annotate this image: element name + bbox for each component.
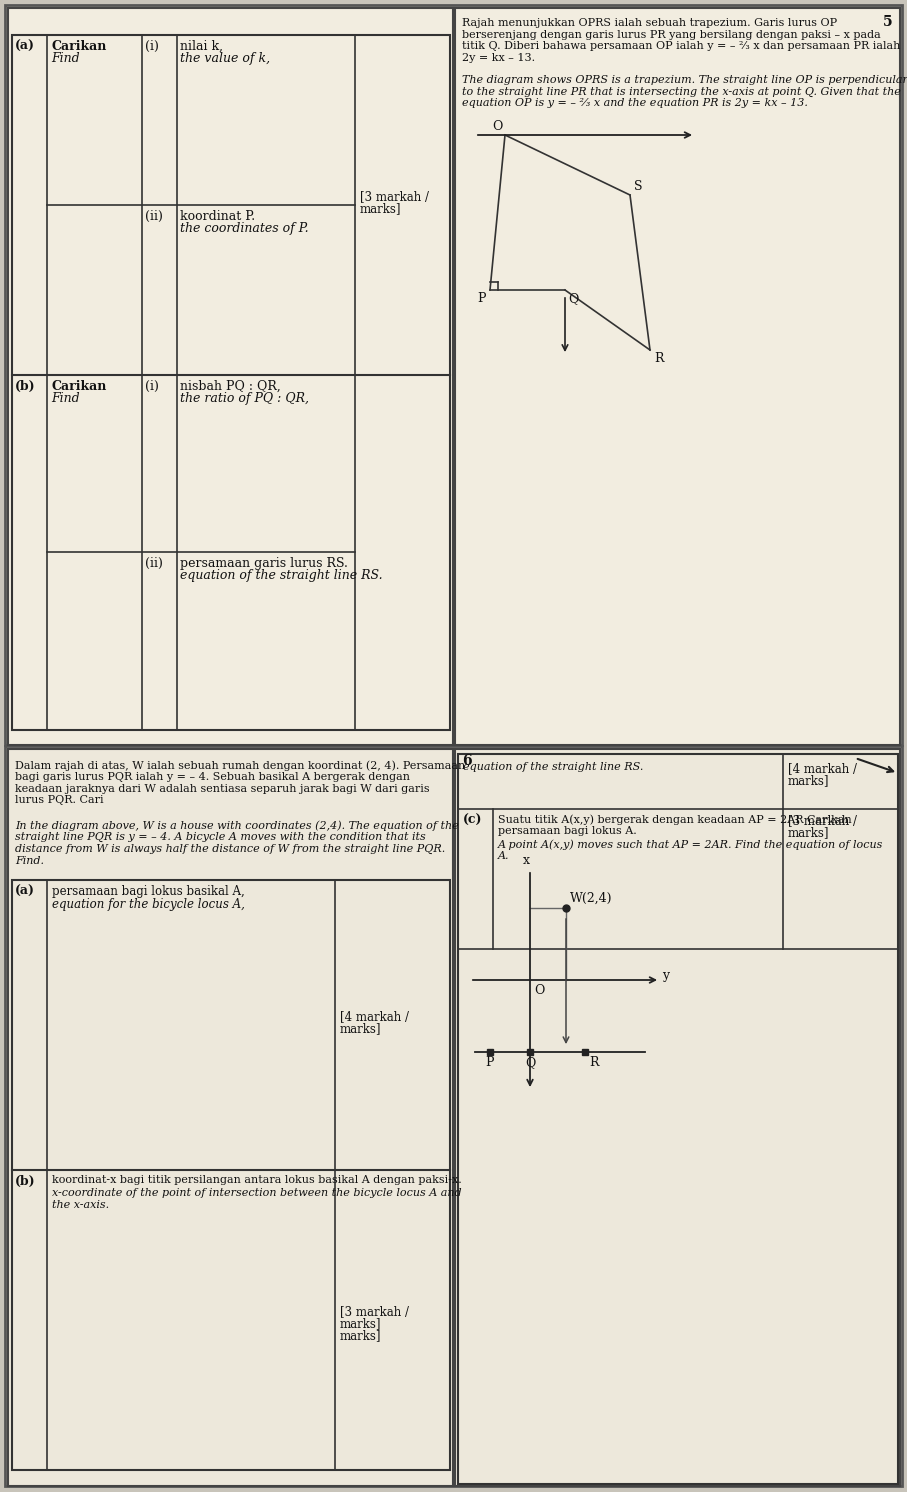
Bar: [12, 34, 450, 730]
Text: O: O: [534, 985, 544, 997]
Bar: [5, 746, 902, 1486]
Text: (a): (a): [15, 40, 35, 54]
Text: marks]: marks]: [360, 201, 402, 215]
Text: R: R: [654, 352, 664, 366]
Text: Q: Q: [525, 1056, 535, 1068]
Text: [4 markah /: [4 markah /: [340, 1010, 409, 1024]
Text: (i): (i): [145, 40, 159, 54]
Text: P: P: [477, 292, 486, 304]
Bar: [455, 749, 900, 1486]
Text: (i): (i): [145, 380, 159, 392]
Bar: [455, 7, 900, 745]
Text: x-coordinate of the point of intersection between the bicycle locus A and: x-coordinate of the point of intersectio…: [52, 1188, 462, 1198]
Text: equation of the straight line RS.: equation of the straight line RS.: [180, 568, 383, 582]
Text: Rajah menunjukkan OPRS ialah sebuah trapezium. Garis lurus OP
berserenjang denga: Rajah menunjukkan OPRS ialah sebuah trap…: [462, 18, 901, 63]
Text: persamaan garis lurus RS.: persamaan garis lurus RS.: [180, 557, 348, 570]
Bar: [8, 7, 453, 745]
Text: In the diagram above, W is a house with coordinates (2,4). The equation of the
s: In the diagram above, W is a house with …: [15, 821, 459, 865]
Bar: [8, 749, 453, 1486]
Text: S: S: [634, 181, 642, 192]
Text: A point A(x,y) moves such that AP = 2AR. Find the equation of locus
A.: A point A(x,y) moves such that AP = 2AR.…: [498, 839, 883, 861]
Text: (ii): (ii): [145, 210, 163, 222]
Text: R: R: [589, 1056, 599, 1068]
Bar: [12, 880, 450, 1470]
Text: (ii): (ii): [145, 557, 163, 570]
Text: (a): (a): [15, 885, 35, 898]
Text: Carikan: Carikan: [51, 40, 106, 54]
Text: nilai k,: nilai k,: [180, 40, 223, 54]
Text: [3 markah /: [3 markah /: [360, 189, 429, 203]
Text: nisbah PQ : QR,: nisbah PQ : QR,: [180, 380, 281, 392]
Text: Find: Find: [51, 52, 80, 66]
Text: Find: Find: [51, 392, 80, 404]
Text: marks]: marks]: [788, 774, 830, 786]
Text: marks]: marks]: [340, 1317, 382, 1329]
Text: O: O: [493, 119, 503, 133]
Text: (b): (b): [15, 380, 35, 392]
Text: the value of k,: the value of k,: [180, 52, 270, 66]
Text: Q: Q: [568, 292, 579, 304]
Text: W(2,4): W(2,4): [570, 892, 612, 906]
Text: marks]: marks]: [340, 1329, 382, 1341]
Text: Carikan: Carikan: [51, 380, 106, 392]
Text: the coordinates of P.: the coordinates of P.: [180, 222, 308, 236]
Text: marks]: marks]: [340, 1022, 382, 1035]
Text: [4 markah /: [4 markah /: [788, 762, 857, 774]
Text: (b): (b): [15, 1176, 35, 1188]
Text: the ratio of PQ : QR,: the ratio of PQ : QR,: [180, 392, 309, 404]
Text: marks]: marks]: [788, 827, 830, 839]
Text: [3 markah /: [3 markah /: [340, 1306, 409, 1317]
Text: [3 markah /: [3 markah /: [788, 815, 857, 827]
Text: P: P: [486, 1056, 494, 1068]
Bar: [458, 753, 898, 1485]
Text: persamaan bagi lokus basikal A,: persamaan bagi lokus basikal A,: [52, 885, 245, 898]
Text: Suatu titik A(x,y) bergerak dengan keadaan AP = 2AR Carikan
persamaan bagi lokus: Suatu titik A(x,y) bergerak dengan keada…: [498, 815, 852, 836]
Text: The diagram shows OPRS is a trapezium. The straight line OP is perpendicular
to : The diagram shows OPRS is a trapezium. T…: [462, 75, 907, 109]
Text: Dalam rajah di atas, W ialah sebuah rumah dengan koordinat (2, 4). Persamaan
bag: Dalam rajah di atas, W ialah sebuah ruma…: [15, 759, 465, 806]
Text: equation for the bicycle locus A,: equation for the bicycle locus A,: [52, 898, 245, 912]
Bar: [5, 4, 902, 745]
Text: koordinat P.: koordinat P.: [180, 210, 255, 222]
Text: equation of the straight line RS.: equation of the straight line RS.: [463, 762, 643, 771]
Text: 6: 6: [462, 753, 472, 768]
Text: koordinat-x bagi titik persilangan antara lokus basikal A dengan paksi-x.: koordinat-x bagi titik persilangan antar…: [52, 1176, 462, 1185]
Text: the x-axis.: the x-axis.: [52, 1200, 109, 1210]
Text: y: y: [662, 968, 669, 982]
Text: x: x: [522, 853, 530, 867]
Text: (c): (c): [463, 815, 483, 827]
Text: 5: 5: [883, 15, 893, 28]
